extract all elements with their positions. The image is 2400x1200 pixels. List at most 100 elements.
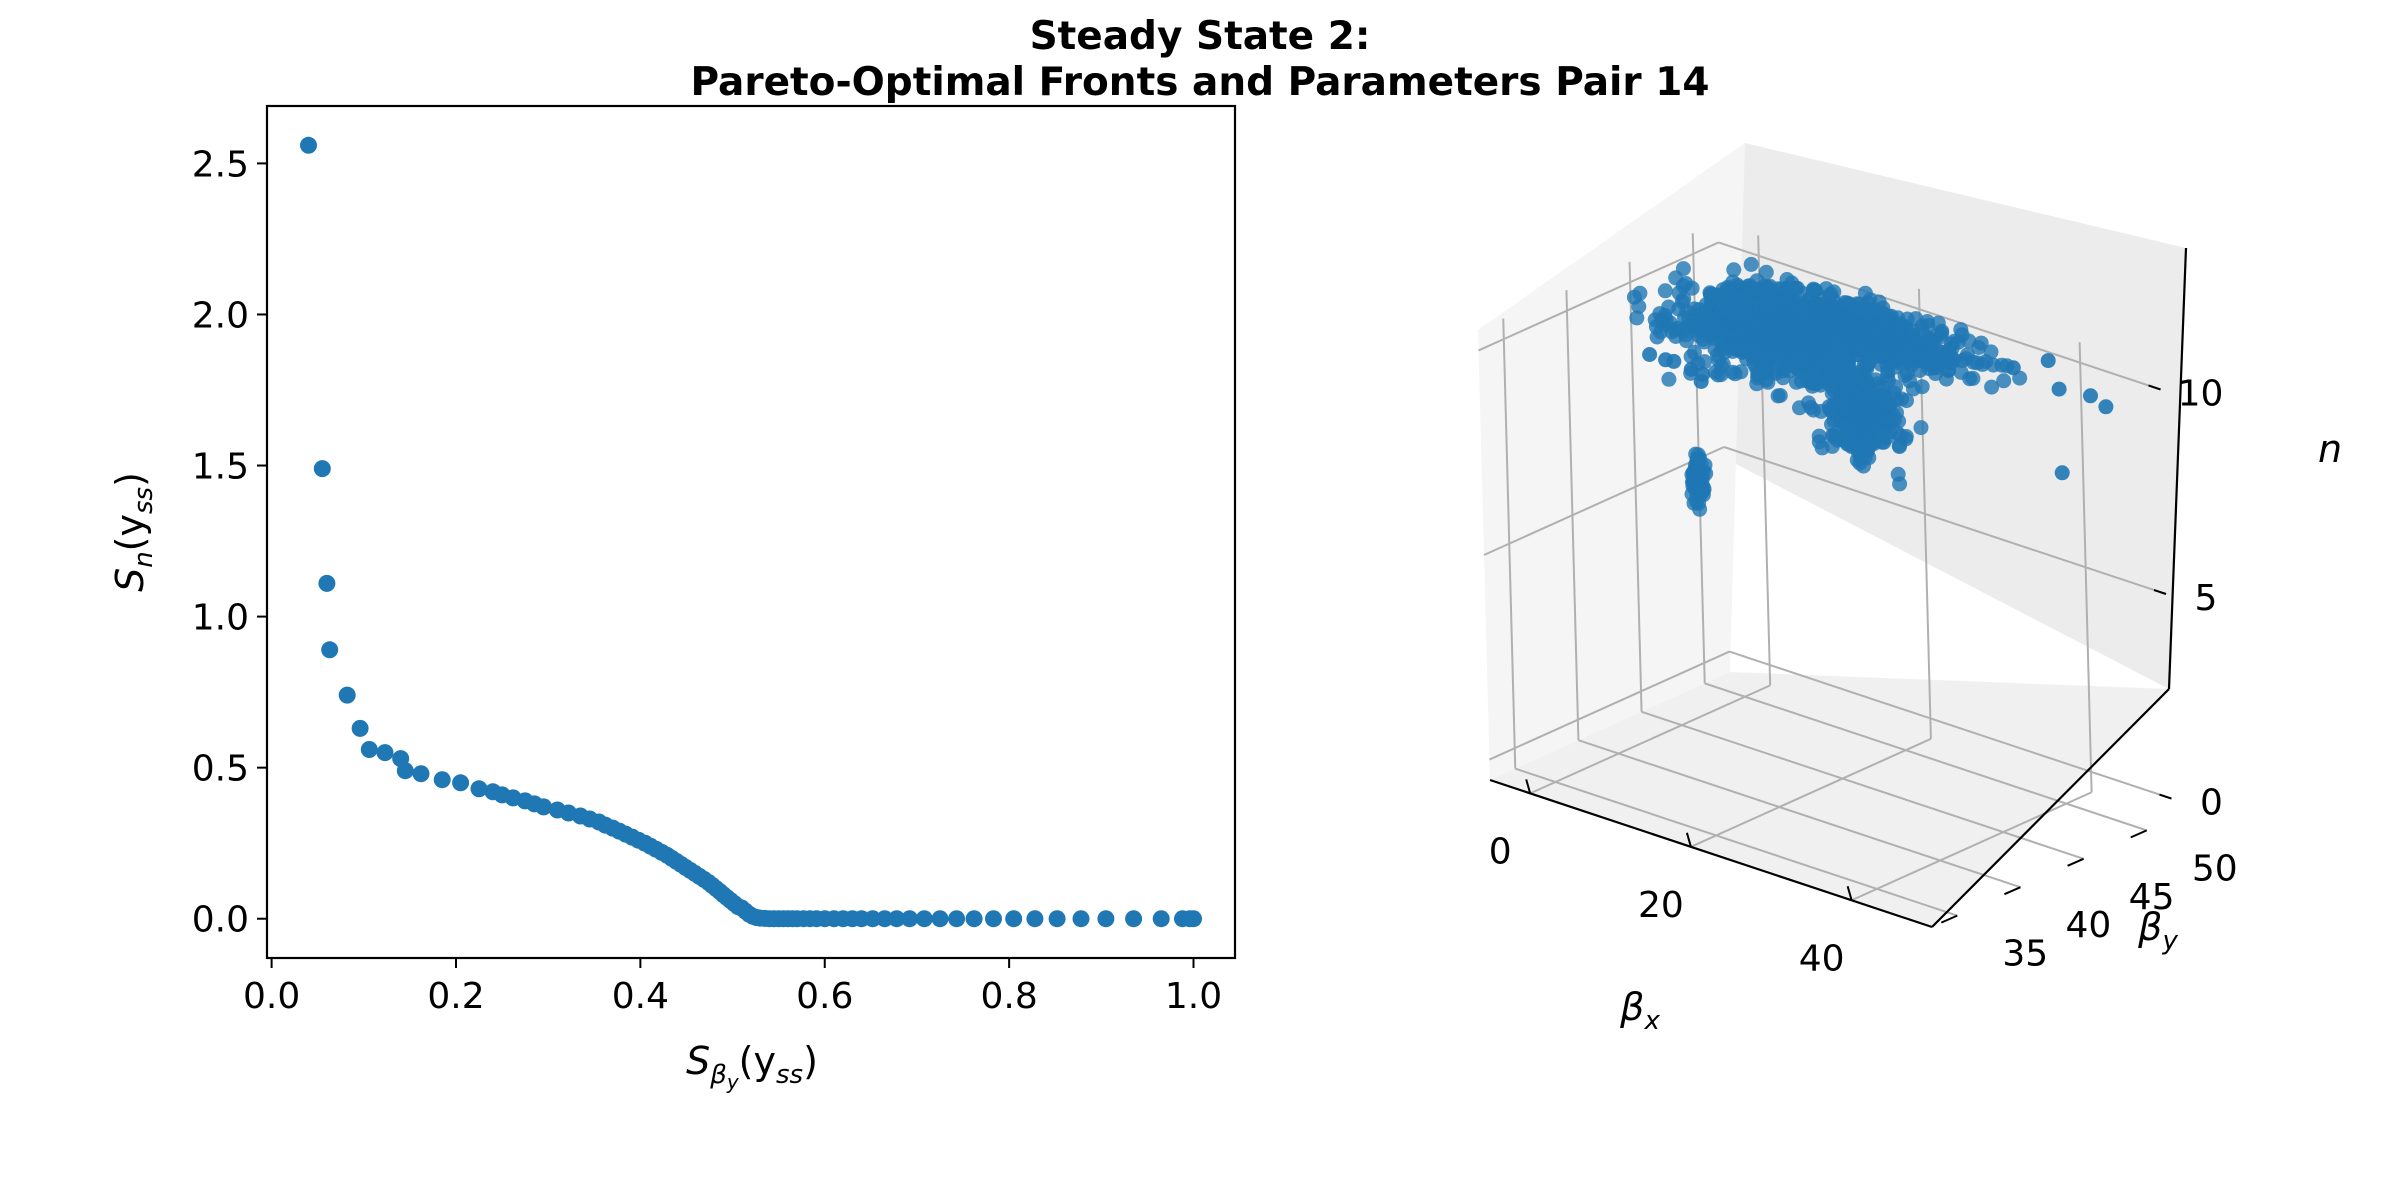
pareto-y-tick-label: 2.0 bbox=[192, 295, 249, 336]
3d-point bbox=[2040, 353, 2056, 369]
3d-point bbox=[1676, 291, 1692, 307]
3d-point bbox=[1679, 333, 1694, 349]
pareto-point bbox=[876, 910, 894, 928]
pareto-point bbox=[376, 744, 394, 762]
3d-point bbox=[1880, 367, 1896, 383]
3d-x-tick-label: 20 bbox=[1638, 885, 1684, 926]
3d-point bbox=[1839, 350, 1855, 366]
3d-point bbox=[1855, 440, 1871, 456]
3d-points bbox=[1626, 256, 2114, 517]
3d-point bbox=[1880, 313, 1896, 329]
3d-axes bbox=[1489, 247, 2188, 929]
pareto-point bbox=[888, 910, 906, 928]
3d-point bbox=[1720, 316, 1736, 332]
3d-point bbox=[1827, 358, 1843, 374]
3d-point bbox=[2051, 381, 2067, 397]
grid-line-y-floor bbox=[1641, 710, 2084, 860]
3d-point bbox=[1801, 395, 1816, 411]
pareto-y-axis-label: Sn(yss) bbox=[108, 472, 159, 592]
pareto-point bbox=[1005, 910, 1023, 928]
3d-point bbox=[1657, 283, 1673, 299]
3d-x-tick bbox=[1525, 779, 1532, 794]
pareto-point bbox=[1048, 910, 1066, 928]
3d-point bbox=[1834, 373, 1850, 389]
3d-point bbox=[1899, 393, 1914, 409]
3d-point bbox=[1810, 346, 1826, 362]
grid-line-y-floor bbox=[1704, 682, 2148, 832]
3d-point bbox=[1691, 495, 1707, 511]
3d-point bbox=[1766, 347, 1782, 363]
grid-line-z-left bbox=[1483, 446, 1725, 556]
3d-z-tick-label: 10 bbox=[2178, 373, 2224, 414]
3d-point bbox=[1845, 339, 1861, 355]
3d-x-tick bbox=[1846, 885, 1853, 901]
3d-point bbox=[1738, 336, 1754, 352]
3d-point bbox=[1788, 280, 1804, 296]
3d-point bbox=[1940, 362, 1956, 378]
pareto-y-tick-label: 2.5 bbox=[192, 144, 249, 185]
3d-point bbox=[1726, 262, 1742, 278]
3d-point bbox=[1689, 479, 1705, 495]
pareto-y-tick-label: 0.0 bbox=[192, 900, 249, 941]
pareto-point bbox=[535, 798, 553, 816]
3d-point bbox=[1822, 321, 1838, 337]
pareto-x-tick-label: 0.2 bbox=[427, 976, 484, 1017]
3d-point bbox=[1950, 334, 1966, 350]
3d-y-tick bbox=[2130, 829, 2148, 839]
3d-y-axis-line bbox=[1931, 688, 2170, 928]
3d-point bbox=[1713, 367, 1729, 383]
3d-point bbox=[1930, 315, 1946, 331]
3d-y-axis-label: βy bbox=[2137, 905, 2178, 956]
pareto-point bbox=[901, 910, 919, 928]
3d-point bbox=[1748, 308, 1764, 324]
3d-point bbox=[1818, 332, 1834, 348]
grid-line-x-floor bbox=[1851, 791, 2093, 902]
pareto-point bbox=[351, 719, 369, 737]
pareto-front-plot: 0.0 0.2 0.4 0.6 0.8 1.0 0.0 0.5 1.0 1.5 2.0 2.5 Sβ… bbox=[108, 104, 1237, 1094]
pareto-point bbox=[864, 910, 882, 928]
3d-point bbox=[1666, 353, 1682, 369]
3d-point bbox=[2054, 465, 2070, 481]
3d-point bbox=[1631, 299, 1647, 314]
3d-y-tick bbox=[2067, 857, 2084, 867]
3d-point bbox=[1962, 371, 1978, 387]
3d-tick-labels: 0 20 40 35 40 45 50 0 5 10 bbox=[1489, 373, 2238, 979]
pareto-point bbox=[931, 910, 949, 928]
3d-z-tick bbox=[2148, 384, 2161, 391]
3d-point bbox=[1849, 296, 1865, 312]
pareto-point bbox=[360, 741, 378, 758]
3d-point bbox=[1892, 476, 1908, 492]
3d-point bbox=[1695, 366, 1711, 382]
pareto-point bbox=[1072, 910, 1090, 928]
pareto-point bbox=[452, 774, 470, 792]
pareto-x-axis-label: Sβy(yss) bbox=[686, 1039, 818, 1094]
3d-point bbox=[1914, 379, 1930, 395]
3d-y-tick-label: 45 bbox=[2129, 877, 2175, 918]
3d-x-tick-label: 0 bbox=[1489, 831, 1512, 872]
grid-line-y-floor bbox=[1514, 767, 1958, 917]
pareto-point bbox=[1125, 910, 1143, 928]
pareto-point bbox=[412, 765, 430, 783]
pareto-x-tick-label: 0.6 bbox=[796, 976, 853, 1017]
3d-point bbox=[1661, 371, 1677, 387]
3d-point bbox=[1749, 376, 1765, 392]
grid-line-z-left bbox=[1489, 650, 1730, 761]
pareto-point bbox=[1152, 910, 1170, 928]
3d-point bbox=[1913, 420, 1929, 436]
3d-point bbox=[1743, 256, 1759, 272]
3d-point bbox=[1705, 287, 1721, 302]
3d-point bbox=[1907, 348, 1923, 364]
pareto-point bbox=[1026, 910, 1044, 928]
pareto-point bbox=[948, 910, 966, 928]
3d-point bbox=[1996, 373, 2012, 389]
pareto-point bbox=[470, 780, 488, 798]
3d-point bbox=[1778, 329, 1794, 345]
3d-point bbox=[1735, 321, 1751, 337]
3d-point bbox=[1764, 286, 1780, 302]
3d-z-tick-label: 0 bbox=[2200, 783, 2223, 824]
3d-point bbox=[1664, 324, 1680, 340]
3d-point bbox=[1984, 379, 2000, 395]
3d-point bbox=[1684, 280, 1700, 296]
3d-panes bbox=[1478, 143, 2186, 927]
